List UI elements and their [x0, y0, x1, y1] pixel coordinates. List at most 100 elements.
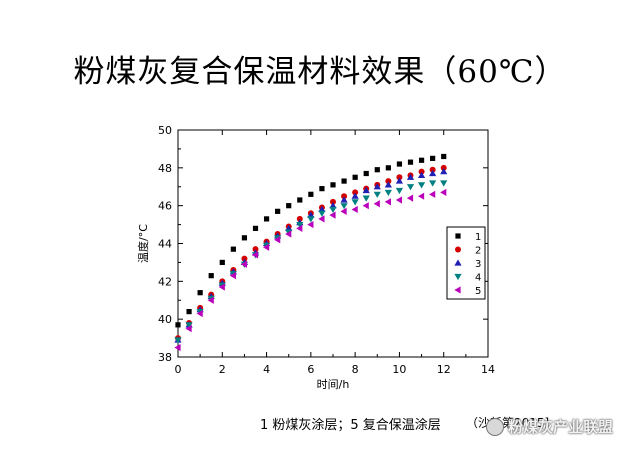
data-point — [308, 191, 314, 197]
data-point — [352, 174, 358, 180]
y-tick-label: 38 — [158, 351, 172, 364]
series-4 — [174, 180, 448, 344]
data-point — [417, 192, 425, 200]
data-point — [307, 220, 314, 229]
data-point — [197, 290, 203, 296]
data-point — [374, 167, 380, 173]
data-point — [384, 198, 391, 206]
data-point — [297, 197, 303, 203]
data-point — [395, 177, 404, 184]
series-1 — [175, 153, 447, 328]
data-point — [373, 191, 381, 198]
data-point — [241, 235, 248, 241]
x-tick-label: 0 — [175, 363, 182, 376]
data-point — [396, 174, 403, 181]
data-point — [385, 165, 391, 171]
y-tick-label: 46 — [158, 200, 172, 213]
data-point — [296, 221, 304, 229]
legend-box — [446, 226, 486, 300]
data-point — [329, 202, 337, 209]
data-point — [362, 195, 370, 202]
y-tick-label: 48 — [158, 162, 172, 175]
x-axis-label: 时间/h — [317, 378, 350, 391]
data-point — [185, 322, 193, 329]
data-point — [417, 171, 426, 178]
data-point — [407, 159, 414, 165]
data-point — [296, 224, 303, 232]
data-point — [406, 173, 415, 180]
data-point — [340, 196, 348, 203]
data-point — [362, 186, 370, 194]
data-point — [318, 215, 325, 223]
data-point — [406, 184, 415, 191]
data-point — [441, 153, 447, 160]
legend-marker — [455, 246, 461, 253]
data-point — [175, 322, 181, 328]
x-tick-label: 12 — [437, 363, 451, 376]
wechat-icon — [486, 417, 504, 436]
data-point — [307, 211, 315, 218]
legend-label: 2 — [475, 246, 481, 257]
data-series — [174, 153, 448, 352]
data-point — [330, 182, 336, 188]
series-2 — [175, 164, 447, 342]
data-point — [340, 203, 348, 210]
y-tick-label: 40 — [158, 313, 172, 326]
data-point — [185, 325, 192, 333]
data-point — [285, 230, 292, 238]
data-point — [351, 199, 359, 206]
data-point — [430, 155, 436, 161]
data-point — [318, 210, 326, 217]
y-axis-label: 温度/°C — [136, 224, 150, 263]
data-point — [275, 208, 281, 214]
x-tick-label: 2 — [219, 363, 226, 376]
data-point — [373, 200, 380, 208]
x-tick-label: 4 — [263, 363, 270, 376]
data-point — [274, 236, 281, 244]
data-point — [241, 255, 248, 262]
x-tick-label: 6 — [307, 363, 314, 376]
data-point — [395, 196, 403, 204]
x-tick-label: 10 — [392, 363, 406, 376]
data-point — [318, 205, 326, 213]
data-point — [429, 169, 437, 177]
legend: 1 2 3 4 5 — [446, 226, 486, 300]
x-tick-label: 8 — [352, 363, 359, 376]
data-point — [417, 182, 426, 189]
data-point — [296, 215, 303, 222]
watermark: 粉煤灰产业联盟 — [486, 416, 613, 437]
data-point — [440, 168, 448, 175]
data-point — [384, 189, 392, 197]
legend-marker — [454, 286, 461, 294]
data-point — [341, 193, 348, 200]
data-point — [418, 157, 425, 163]
data-point — [174, 337, 182, 344]
data-point — [329, 206, 337, 214]
data-point — [208, 273, 214, 279]
data-point — [252, 246, 259, 253]
legend-marker — [455, 233, 461, 239]
data-point — [429, 190, 436, 198]
data-point — [252, 225, 259, 231]
data-point — [329, 211, 336, 219]
legend-label: 1 — [475, 232, 481, 243]
data-point — [429, 180, 437, 187]
legend-label: 5 — [475, 286, 481, 297]
data-point — [384, 181, 392, 188]
data-point — [174, 343, 181, 352]
data-point — [362, 202, 369, 210]
data-point — [207, 296, 214, 304]
data-point — [219, 259, 225, 266]
y-tick-label: 42 — [158, 275, 172, 288]
data-point — [186, 309, 192, 315]
data-point — [418, 168, 425, 175]
data-point — [330, 198, 336, 205]
plot-border — [177, 129, 489, 358]
slide-title: 粉煤灰复合保温材料效果（60℃） — [73, 54, 567, 90]
plot-frame — [177, 129, 489, 358]
data-point — [429, 166, 436, 173]
data-point — [218, 283, 225, 291]
watermark-text: 粉煤灰产业联盟 — [508, 418, 614, 436]
